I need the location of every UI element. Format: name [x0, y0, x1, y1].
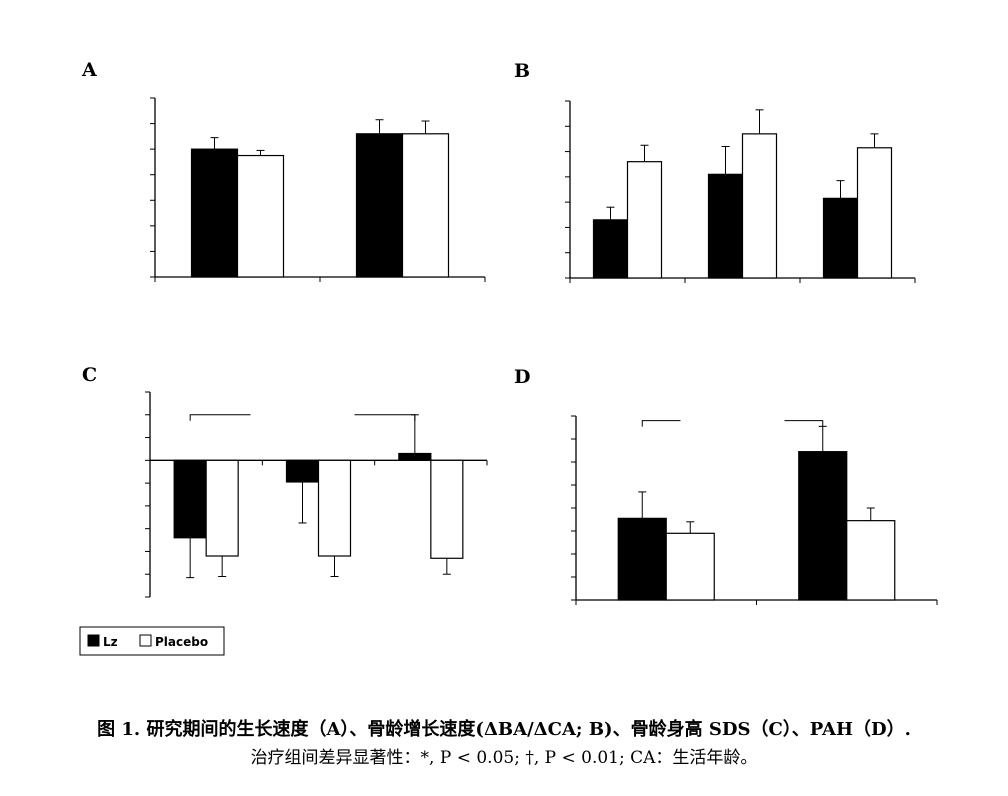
panel-a: A: [81, 59, 486, 282]
bar-lz: [398, 452, 432, 461]
bar-placebo: [205, 459, 239, 557]
panel-d: D: [514, 366, 938, 605]
panel-letter: D: [514, 366, 530, 388]
bar-placebo: [846, 520, 896, 601]
bar-placebo: [236, 154, 285, 278]
bar-lz: [617, 517, 667, 601]
legend-swatch-lz: [87, 634, 100, 647]
caption-line-1: 图 1. 研究期间的生长速度（A）、骨龄增长速度(ΔBA/ΔCA; B)、骨龄身…: [97, 719, 911, 740]
panel-letter: B: [514, 60, 530, 82]
caption-line-2: 治疗组间差异显著性：*, P < 0.05; †, P < 0.01; CA：生…: [250, 748, 758, 768]
comparison-bracket: [641, 420, 824, 427]
bar-placebo: [665, 532, 715, 601]
bar-lz: [173, 459, 207, 539]
bar-placebo: [626, 161, 663, 279]
bar-lz: [355, 133, 404, 278]
panel-letter: A: [81, 59, 97, 81]
bar-lz: [190, 148, 239, 278]
legend-label-placebo: Placebo: [155, 635, 208, 649]
bar-lz: [592, 219, 629, 279]
bar-lz: [798, 451, 848, 601]
bar-placebo: [856, 147, 893, 279]
bar-lz: [707, 173, 744, 279]
legend-swatch-placebo: [139, 634, 152, 647]
panel-b: B: [514, 60, 916, 283]
figure-caption: 图 1. 研究期间的生长速度（A）、骨龄增长速度(ΔBA/ΔCA; B)、骨龄身…: [0, 716, 1008, 772]
bar-placebo: [317, 459, 352, 557]
legend-label-lz: Lz: [103, 635, 118, 649]
panel-c: C: [82, 364, 488, 598]
bar-placebo: [741, 133, 778, 279]
comparison-bracket: [189, 414, 416, 421]
bar-placebo: [430, 459, 464, 559]
bar-lz: [285, 459, 320, 483]
legend: Lz Placebo: [79, 626, 225, 656]
panel-letter: C: [82, 364, 97, 386]
bar-lz: [822, 197, 859, 279]
bar-placebo: [401, 133, 450, 278]
legend-box: [79, 626, 225, 656]
